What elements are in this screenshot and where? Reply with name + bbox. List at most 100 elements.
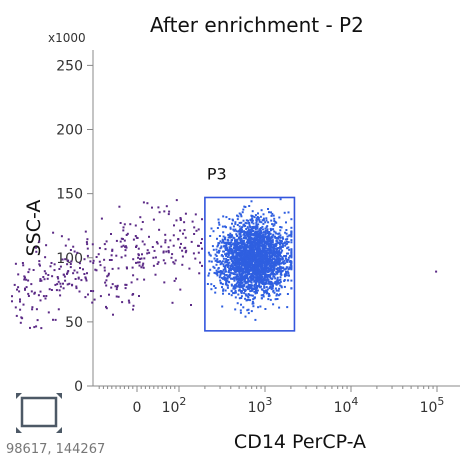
event-dot [236,265,239,268]
event-dot [290,262,293,265]
event-dot [274,231,277,234]
event-dot [258,229,261,232]
event-dot [262,228,264,231]
event-dot [228,281,231,284]
event-dot [222,288,225,291]
event-dot [263,273,266,276]
event-dot [261,239,264,242]
event-dot [290,279,293,282]
event-dot [250,267,253,270]
event-dot [85,241,88,244]
event-dot [245,222,248,225]
event-dot [267,221,270,224]
event-dot [240,286,243,289]
event-dot [240,228,243,231]
event-dot [257,273,260,276]
event-dot [276,258,279,260]
event-dot [246,230,249,233]
event-dot [264,265,267,268]
event-dot [285,232,288,235]
event-dot [60,235,63,238]
event-dot [281,269,284,272]
event-dot [254,296,256,299]
event-dot [243,267,246,270]
event-dot [234,273,237,276]
event-dot [38,260,41,263]
event-dot [127,299,130,302]
event-dot [217,270,220,273]
event-dot [282,237,284,240]
event-dot [235,240,238,243]
event-dot [253,241,256,244]
event-dot [265,241,268,244]
event-dot [227,250,230,253]
event-dot [74,278,77,280]
event-dot [256,241,259,244]
event-dot [83,258,86,261]
event-dot [254,279,257,282]
event-dot [290,231,293,233]
event-dot [230,252,233,255]
event-dot [264,240,266,243]
event-dot [208,272,211,275]
gate-p3-rectangle[interactable] [204,196,296,332]
event-dot [39,278,42,281]
event-dot [89,260,92,263]
event-dot [170,256,173,259]
event-dot [265,219,268,222]
event-dot [126,267,128,270]
event-dot [270,243,273,246]
event-dot [42,295,45,298]
event-dot [237,293,240,296]
event-dot [267,266,270,269]
event-dot [259,231,262,233]
event-dot [230,245,233,248]
event-dot [252,257,255,259]
event-dot [173,262,176,265]
event-dot [266,229,269,232]
rectangle-gate-tool-button[interactable] [12,388,66,438]
event-dot [239,251,241,254]
event-dot [249,235,252,238]
event-dot [262,294,265,296]
event-dot [243,260,246,263]
event-dot [160,245,163,248]
event-dot [47,311,50,314]
event-dot [249,243,252,246]
event-dot [249,280,252,283]
event-dot [251,241,254,244]
event-dot [19,308,22,311]
event-dot [251,247,254,250]
event-dot [281,240,283,243]
event-dot [119,222,122,224]
event-dot [253,233,256,236]
event-dot [242,240,245,243]
event-dot [280,245,283,248]
event-dot [236,238,239,241]
event-dot [286,306,289,309]
event-dot [137,247,140,250]
event-dot [252,298,255,301]
event-dot [118,205,121,208]
event-dot [252,237,255,240]
event-dot [72,272,75,275]
event-dot [124,254,127,257]
event-dot [262,217,265,220]
event-dot [286,235,289,238]
event-dot [260,254,263,257]
event-dot [259,305,262,308]
event-dot [222,239,224,242]
event-dot [228,273,231,276]
event-dot [223,278,226,281]
event-dot [175,277,177,280]
event-dot [234,289,237,292]
event-dot [215,269,218,272]
event-dot [228,275,231,277]
event-dot [135,244,138,247]
event-dot [278,259,281,262]
event-dot [125,283,128,286]
event-dot [227,249,230,252]
event-dot [254,269,257,272]
event-dot [263,239,266,241]
event-dot [276,276,279,279]
